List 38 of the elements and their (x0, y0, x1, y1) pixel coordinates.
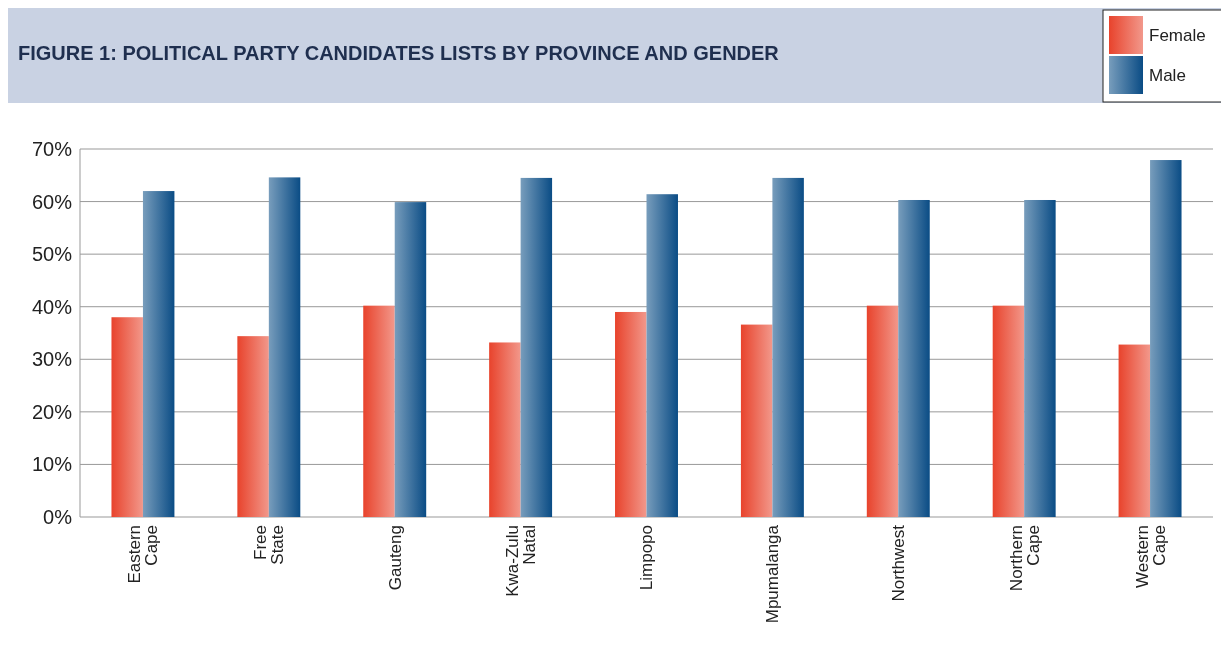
y-tick-label: 70% (31, 138, 73, 160)
bar (489, 342, 521, 517)
bar (111, 317, 143, 517)
bar (142, 191, 175, 517)
y-tick-label: 60% (31, 190, 73, 213)
chart-title: FIGURE 1: POLITICAL PARTY CANDIDATES LISTS BY PROVINCE AND GENDER (18, 42, 780, 64)
bar (898, 199, 930, 517)
bar (363, 305, 395, 517)
y-tick-label: 30% (31, 348, 73, 371)
bar (772, 177, 804, 517)
legend-label: Female (1149, 25, 1206, 45)
x-tick-label: Northwest (889, 524, 909, 602)
bar (237, 336, 269, 517)
bar (866, 305, 899, 517)
bar (394, 202, 427, 517)
bar (1024, 199, 1056, 517)
x-tick-label: Eastern Cape (125, 525, 162, 584)
bar (520, 177, 553, 517)
legend-label: Male (1149, 65, 1186, 85)
bar (268, 177, 301, 517)
y-tick-label: 50% (31, 243, 73, 266)
bar (740, 324, 773, 517)
bar (1118, 344, 1151, 517)
bar (646, 194, 678, 517)
bar (1150, 160, 1182, 517)
bar (992, 305, 1025, 517)
y-tick-label: 20% (31, 400, 73, 423)
x-tick-label: Gauteng (385, 525, 405, 591)
x-tick-label: Free State (251, 525, 288, 565)
x-tick-label: Mpumalanga (763, 524, 783, 624)
bar (615, 311, 647, 517)
x-tick-label: Limpopo (637, 525, 657, 591)
x-tick-label: Northern Cape (1006, 525, 1043, 592)
y-tick-label: 40% (31, 295, 73, 318)
y-tick-label: 0% (43, 506, 73, 528)
x-tick-label: Kwa-Zulu Natal (503, 525, 540, 597)
y-tick-label: 10% (31, 453, 73, 476)
x-tick-label: Western Cape (1132, 525, 1169, 588)
